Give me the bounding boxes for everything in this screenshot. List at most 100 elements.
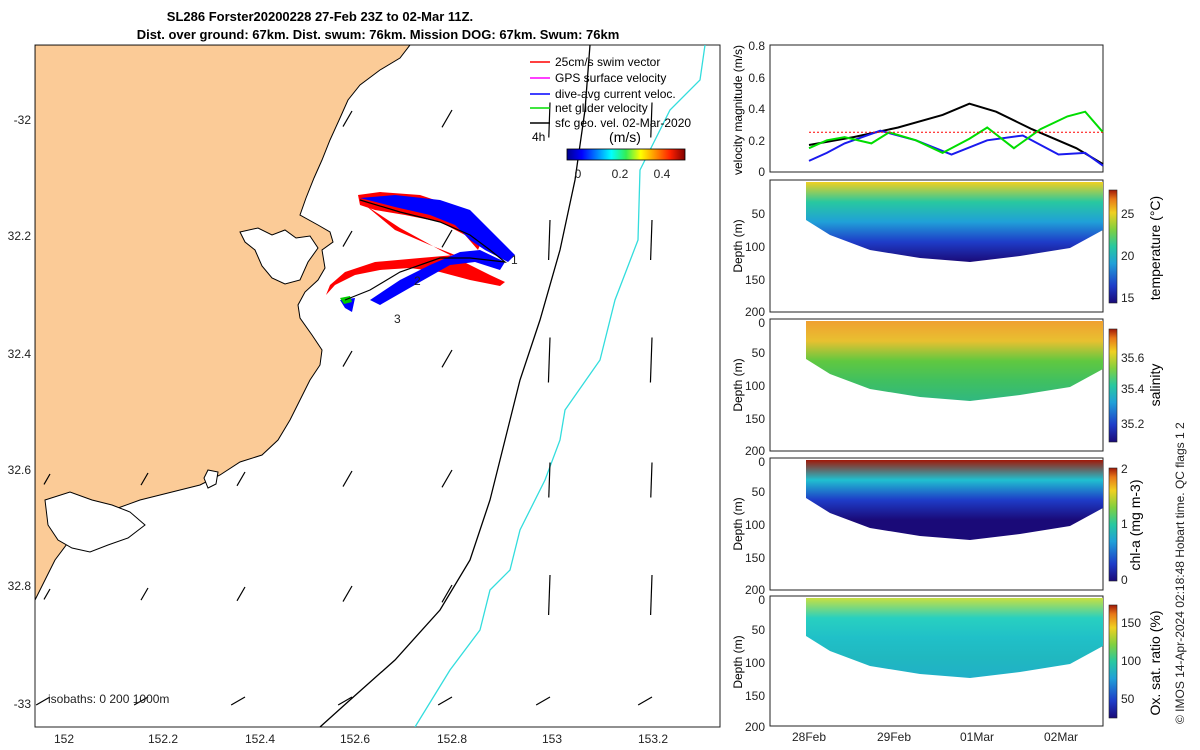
colorbar-tick: 0.4 [654, 167, 671, 181]
y-tick-label: 100 [745, 240, 765, 254]
lake-1 [239, 227, 319, 285]
velocity-ylabel: velocity magnitude (m/s) [731, 45, 745, 175]
x-tick-label: 152 [54, 732, 74, 746]
waypoint-label: 1 [511, 253, 518, 267]
y-tick-label: -32 [14, 113, 32, 127]
x-tick-label: 28Feb [792, 730, 826, 744]
temperature-panel: temperature (°C) 15 20 25 Depth (m) 50 1… [731, 179, 1163, 319]
y-tick-label: 0.6 [748, 71, 765, 85]
cb-tick: 1 [1121, 517, 1128, 531]
y-tick-label: 50 [752, 623, 766, 637]
y-tick-label: 150 [745, 689, 765, 703]
vector-arrow [548, 574, 551, 615]
temperature-cblabel: temperature (°C) [1147, 196, 1163, 300]
y-tick-label: 50 [752, 346, 766, 360]
lake-3 [203, 469, 219, 489]
vector-arrow [140, 472, 149, 486]
vector-arrow [230, 696, 246, 706]
chla-section [806, 460, 1103, 540]
velocity-line [808, 129, 1104, 167]
y-tick-label: -33 [14, 697, 32, 711]
x-tick-label: 01Mar [960, 730, 994, 744]
map-y-axis: -32 32.2 32.4 32.6 32.8 -33 [8, 113, 32, 711]
isobath-label: isobaths: 0 200 1000m [48, 692, 169, 706]
y-tick-label: 150 [745, 551, 765, 565]
vector-arrow [441, 229, 453, 248]
y-tick-label: 0.8 [748, 39, 765, 53]
y-tick-label: 200 [745, 720, 765, 734]
glider-swaths [326, 192, 515, 312]
vector-arrow [548, 219, 551, 260]
x-tick-label: 153.2 [638, 732, 668, 746]
x-tick-label: 152.4 [245, 732, 275, 746]
velocity-series [808, 102, 1104, 167]
glider-track [344, 199, 508, 301]
y-tick-label: 150 [745, 273, 765, 287]
cb-tick: 35.2 [1121, 417, 1145, 431]
lake-2 [44, 491, 146, 553]
swim-vector-swath [326, 205, 505, 295]
vector-arrow [43, 473, 51, 485]
x-tick-label: 02Mar [1044, 730, 1078, 744]
cb-tick: 0 [1121, 573, 1128, 587]
x-tick-label: 153 [542, 732, 562, 746]
speed-colorbar [566, 148, 686, 161]
legend-item: net glider velocity [555, 101, 648, 115]
profile-panels: velocity magnitude (m/s) 0.8 0.6 0.4 0.2… [731, 39, 1187, 744]
y-tick-label: 100 [745, 518, 765, 532]
colorbar-tick: 0.2 [612, 167, 629, 181]
chla-colorbar [1108, 467, 1118, 582]
cb-tick: 100 [1121, 654, 1141, 668]
salinity-panel: salinity 35.2 35.4 35.6 0 Depth (m) 50 1… [731, 316, 1163, 458]
oxygen-section [806, 598, 1103, 678]
salinity-section [806, 321, 1103, 401]
section-fill [806, 460, 1103, 540]
vector-arrow [236, 471, 246, 487]
vector-arrow [649, 337, 653, 383]
y-tick-label: 0 [758, 593, 765, 607]
cb-tick: 15 [1121, 291, 1135, 305]
vector-arrow [441, 109, 453, 128]
section-fill [806, 182, 1103, 262]
y-tick-label: 0 [758, 455, 765, 469]
y-tick-label: 150 [745, 412, 765, 426]
map-x-axis: 152 152.2 152.4 152.6 152.8 153 153.2 [54, 732, 668, 746]
vector-arrow [650, 462, 653, 498]
y-tick-label: 100 [745, 656, 765, 670]
chla-panel: chl-a (mg m-3) 0 1 2 0 Depth (m) 50 100 … [731, 455, 1143, 597]
y-tick-label: 32.2 [8, 229, 32, 243]
cb-tick: 35.6 [1121, 351, 1145, 365]
velocity-plot-area [769, 44, 1104, 173]
vector-arrow [548, 462, 551, 498]
y-tick-label: 50 [752, 207, 766, 221]
salinity-cblabel: salinity [1147, 364, 1163, 407]
waypoint-label: 3 [394, 312, 401, 326]
y-tick-label: 200 [745, 305, 765, 319]
vector-arrow [140, 587, 149, 601]
vector-arrow [650, 219, 653, 260]
y-tick-label: 100 [745, 379, 765, 393]
depth-ylabel: Depth (m) [731, 219, 745, 272]
vector-arrow [342, 350, 353, 367]
cb-tick: 25 [1121, 207, 1135, 221]
legend-item: sfc geo. vel. 02-Mar-2020 [555, 116, 691, 130]
y-tick-label: 200 [745, 583, 765, 597]
isobath-1000m [414, 45, 706, 727]
y-tick-label: 0.2 [748, 134, 765, 148]
depth-ylabel: Depth (m) [731, 358, 745, 411]
vector-arrow [342, 230, 353, 247]
x-tick-label: 152.6 [340, 732, 370, 746]
y-tick-label: 50 [752, 485, 766, 499]
vector-arrow [535, 696, 551, 706]
legend-item: GPS surface velocity [555, 71, 666, 85]
cb-tick: 150 [1121, 616, 1141, 630]
waypoint-label: 2 [414, 274, 421, 288]
current-vector-swath [370, 250, 505, 305]
vector-arrow [342, 470, 353, 487]
temperature-section [806, 182, 1103, 262]
vector-arrow [342, 110, 353, 127]
credit-text: © IMOS 14-Apr-2024 02:18:48 Hobart time.… [1173, 422, 1187, 724]
colorbar-unit: (m/s) [609, 129, 641, 145]
section-fill [806, 598, 1103, 678]
